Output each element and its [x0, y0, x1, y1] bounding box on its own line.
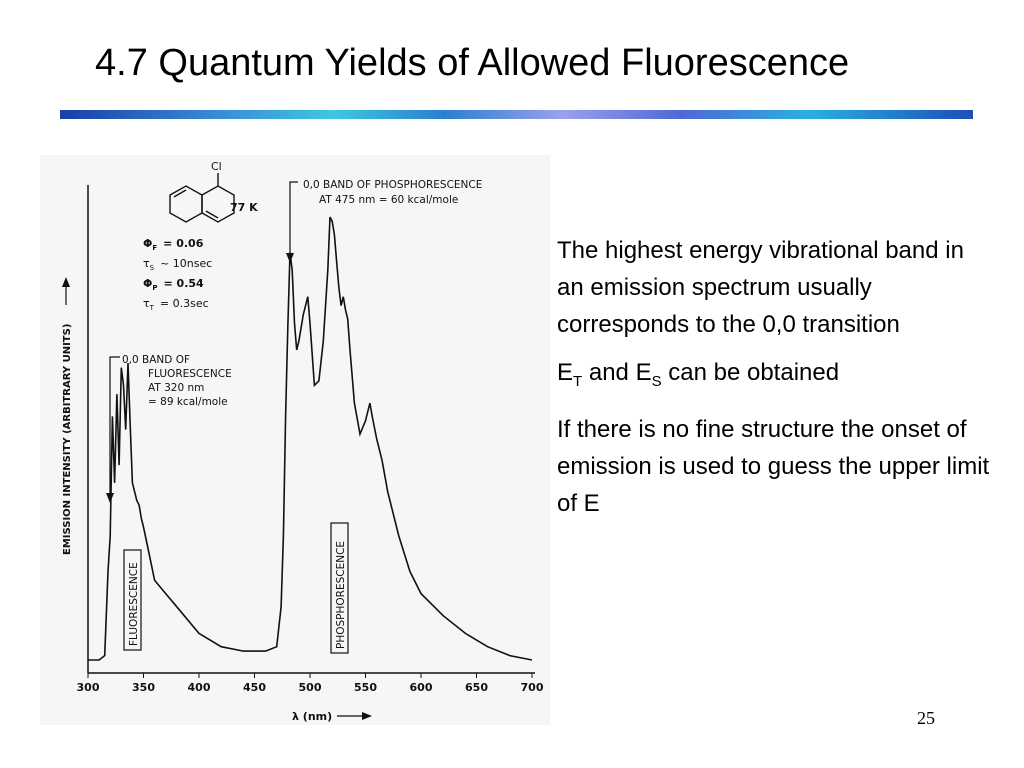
x-axis-arrowhead: [362, 712, 372, 720]
x-tick-label: 600: [410, 681, 433, 694]
x-tick-label: 500: [299, 681, 322, 694]
fluorescence-region-box: FLUORESCENCE: [123, 549, 142, 651]
x-tick-label: 300: [77, 681, 100, 694]
x-axis-label: λ (nm): [292, 710, 332, 723]
svg-text:PHOSPHORESCENCE: PHOSPHORESCENCE: [335, 541, 347, 649]
x-tick-label: 350: [132, 681, 155, 694]
svg-text:0,0 BAND OF PHOSPHORESCENCE: 0,0 BAND OF PHOSPHORESCENCE: [303, 179, 482, 191]
bullet-0-0-transition: The highest energy vibrational band in a…: [557, 237, 964, 338]
substituent-label: Cl: [211, 160, 222, 173]
page-number: 25: [917, 708, 935, 728]
phosphorescence-0-0-annotation: 0,0 BAND OF PHOSPHORESCENCE AT 475 nm = …: [286, 179, 482, 263]
emission-curve: [88, 216, 533, 661]
slide-title: 4.7 Quantum Yields of Allowed Fluorescen…: [95, 42, 850, 84]
title-underline-bar: [60, 110, 973, 119]
svg-text:FLUORESCENCE: FLUORESCENCE: [148, 368, 232, 380]
svg-text:FLUORESCENCE: FLUORESCENCE: [128, 562, 140, 646]
svg-text:τS~ 10nsec: τS ~ 10nsec: [143, 257, 212, 272]
temperature-label: 77 K: [230, 201, 258, 214]
bullet-onset: If there is no fine structure the onset …: [557, 415, 990, 517]
slide-body: The highest energy vibrational band in a…: [557, 232, 997, 533]
x-tick-label: 400: [188, 681, 211, 694]
spectrum-chart: 300 350 400 450 500 550 600 650 700 EMISSION INT…: [62, 160, 544, 723]
svg-text:0,0 BAND OF: 0,0 BAND OF: [122, 354, 190, 366]
svg-text:= 89 kcal/mole: = 89 kcal/mole: [148, 396, 228, 408]
svg-text:τT= 0.3sec: τT = 0.3sec: [143, 297, 209, 312]
bullet-energies: ET and ES can be obtained: [557, 359, 840, 390]
fluorescence-0-0-annotation: 0,0 BAND OF FLUORESCENCE AT 320 nm = 89 …: [106, 354, 232, 503]
photophysical-parameters: ΦF = 0.06 τS ~ 10nsec ΦP = 0.54 τT = 0.3sec: [143, 237, 212, 312]
x-tick-label: 450: [243, 681, 266, 694]
y-axis-label: EMISSION INTENSITY (ARBITRARY UNITS): [62, 324, 73, 555]
emission-spectrum-figure: 300 350 400 450 500 550 600 650 700 EMISSION INT…: [40, 155, 550, 725]
x-tick-label: 650: [465, 681, 488, 694]
phosphorescence-region-box: PHOSPHORESCENCE: [330, 522, 349, 654]
svg-text:ΦP= 0.54: ΦP = 0.54: [143, 277, 204, 292]
svg-text:AT 320 nm: AT 320 nm: [148, 382, 204, 394]
x-tick-label: 700: [521, 681, 544, 694]
svg-text:AT 475 nm = 60 kcal/mole: AT 475 nm = 60 kcal/mole: [319, 194, 458, 206]
chloronaphthalene-structure-icon: [169, 173, 235, 223]
x-tick-label: 550: [354, 681, 377, 694]
y-axis-arrowhead: [62, 277, 70, 287]
svg-text:ΦF= 0.06: ΦF = 0.06: [143, 237, 204, 252]
x-tick-labels: 300 350 400 450 500 550 600 650 700: [77, 673, 544, 694]
